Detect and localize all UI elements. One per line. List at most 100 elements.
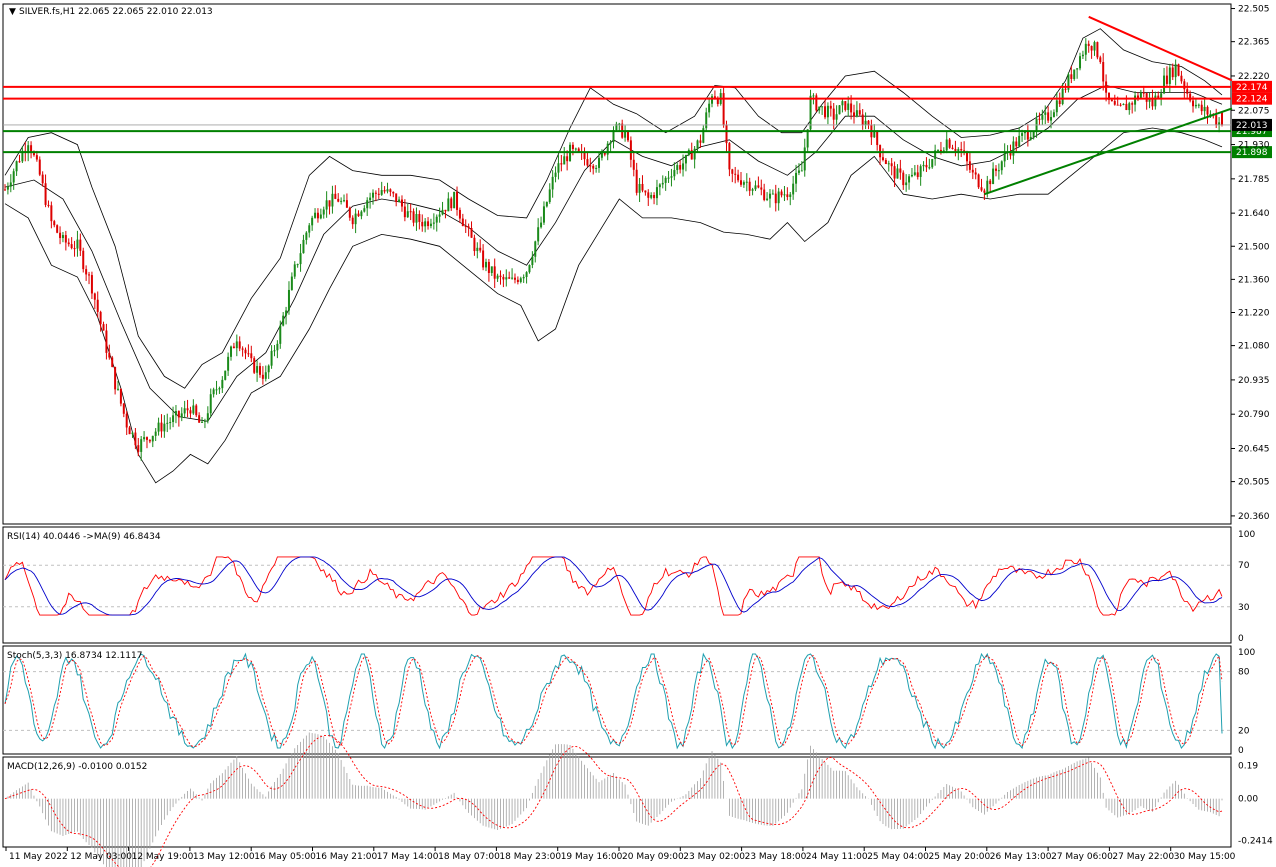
candle-bull — [1029, 136, 1032, 140]
candle-bull — [1073, 69, 1076, 79]
rsi-panel[interactable] — [2, 526, 1232, 644]
candle-bull — [496, 275, 499, 279]
candle-bull — [638, 183, 641, 193]
candle-bull — [789, 194, 792, 197]
candle-bull — [311, 217, 314, 226]
candle-bear — [383, 190, 386, 192]
candle-bull — [826, 105, 829, 118]
candle-bull — [1218, 122, 1221, 125]
candle-bear — [427, 221, 430, 227]
candle-bull — [415, 214, 418, 223]
time-axis-label: 25 May 04:00 — [867, 852, 929, 862]
candle-bull — [296, 264, 299, 266]
candle-bear — [4, 189, 6, 191]
candle-bear — [64, 235, 67, 243]
candle-bull — [293, 264, 296, 277]
candle-bull — [76, 239, 79, 249]
candle-bear — [418, 214, 421, 222]
candle-bull — [809, 95, 812, 130]
candle-bull — [1154, 95, 1157, 107]
candle-bear — [421, 221, 424, 227]
time-axis-label: 27 May 22:00 — [1112, 852, 1174, 862]
candle-bear — [780, 191, 783, 196]
candle-bull — [1122, 103, 1125, 105]
candle-bull — [795, 172, 798, 184]
candle-bull — [424, 221, 427, 227]
resistance-trendline[interactable] — [1088, 15, 1233, 82]
price-panel[interactable] — [2, 3, 1232, 525]
candle-bull — [9, 182, 12, 187]
candle-bear — [516, 279, 519, 282]
candle-bear — [948, 139, 951, 148]
rsi-title: RSI(14) 40.0446 ->MA(9) 46.8434 — [7, 532, 161, 542]
price-axis-label: 22.505 — [1238, 5, 1270, 15]
candle-bull — [519, 278, 522, 282]
stoch-signal-line — [4, 654, 1223, 748]
candle-bear — [977, 174, 980, 188]
candle-bull — [476, 247, 479, 252]
candle-bull — [922, 164, 925, 167]
candle-bull — [992, 168, 995, 185]
candle-bull — [157, 422, 160, 432]
candle-bull — [1194, 104, 1197, 107]
candle-bear — [85, 269, 88, 275]
candle-bull — [331, 193, 334, 207]
macd-panel[interactable] — [2, 756, 1232, 848]
candle-bull — [745, 181, 748, 183]
candle-bull — [264, 372, 267, 379]
candle-bear — [1206, 106, 1209, 115]
price-axis-label: 22.220 — [1238, 72, 1270, 82]
time-axis-label: 13 May 12:00 — [193, 852, 255, 862]
candle-bull — [192, 405, 195, 414]
candle-bull — [1084, 43, 1087, 55]
candle-bear — [644, 190, 647, 193]
candle-bull — [542, 206, 545, 223]
candle-bear — [739, 180, 742, 185]
time-axis-label: 17 May 14:00 — [377, 852, 439, 862]
candle-bear — [1119, 104, 1122, 106]
candle-bull — [818, 106, 821, 111]
candle-bull — [308, 225, 311, 233]
candle-bear — [195, 405, 198, 416]
candle-bear — [456, 191, 459, 210]
price-axis-label: 21.500 — [1238, 242, 1270, 252]
candle-bull — [841, 101, 844, 106]
candle-bull — [957, 149, 960, 152]
candle-bull — [319, 214, 322, 219]
candle-bear — [1142, 92, 1145, 94]
stoch-panel[interactable] — [2, 645, 1232, 755]
price-axis-label: 21.640 — [1238, 209, 1270, 219]
candle-bear — [189, 410, 192, 414]
candle-bull — [1197, 104, 1200, 106]
candle-bear — [82, 250, 85, 270]
level-price-label: 22.124 — [1236, 95, 1268, 105]
candle-bull — [864, 120, 867, 125]
candle-bull — [172, 415, 175, 423]
candle-bull — [270, 350, 273, 366]
candle-bear — [88, 274, 91, 276]
candle-bull — [806, 129, 809, 148]
candle-bear — [968, 161, 971, 170]
candle-bear — [137, 445, 140, 452]
candle-bear — [1131, 103, 1134, 105]
support-trendline[interactable] — [984, 107, 1233, 196]
candle-bull — [1160, 93, 1163, 98]
candle-bear — [1215, 115, 1218, 125]
candle-bull — [997, 170, 1000, 172]
candle-bear — [1192, 100, 1195, 107]
candle-bull — [1035, 118, 1038, 132]
candle-bear — [44, 183, 47, 205]
candle-bear — [1015, 141, 1018, 147]
candle-bear — [59, 232, 62, 239]
candle-bear — [1099, 57, 1102, 63]
price-axis-label: 22.075 — [1238, 106, 1270, 116]
candle-bull — [154, 431, 157, 436]
candle-bear — [824, 106, 827, 118]
candle-bull — [702, 128, 705, 143]
candle-bear — [18, 161, 21, 163]
candle-bull — [6, 186, 9, 190]
rsi-axis-label: 100 — [1238, 530, 1255, 540]
macd-title: MACD(12,26,9) -0.0100 0.0152 — [7, 762, 147, 772]
candle-bear — [482, 250, 485, 268]
